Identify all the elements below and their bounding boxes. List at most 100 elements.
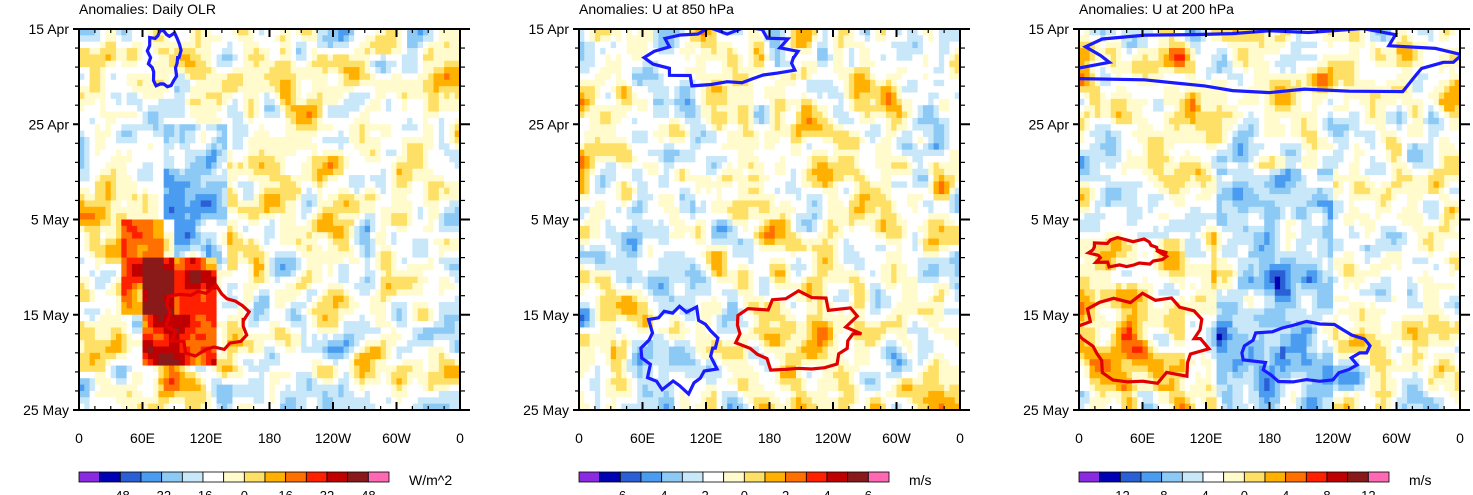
field-cell	[116, 295, 122, 303]
field-cell	[100, 390, 107, 398]
field-cell	[142, 289, 149, 297]
field-cell	[605, 35, 612, 43]
field-cell	[110, 206, 117, 214]
field-cell	[327, 390, 334, 398]
field-cell	[110, 181, 117, 189]
field-cell	[295, 232, 302, 240]
field-cell	[301, 327, 308, 335]
field-cell	[438, 73, 445, 81]
field-cell	[100, 156, 107, 163]
field-cell	[428, 117, 435, 125]
field-cell	[89, 187, 96, 195]
field-cell	[428, 314, 435, 322]
field-cell	[422, 289, 429, 297]
field-cell	[184, 41, 191, 49]
field-cell	[89, 175, 96, 182]
field-cell	[338, 263, 345, 271]
field-cell	[153, 251, 159, 259]
colorbar-swatch	[140, 471, 163, 483]
field-cell	[137, 257, 144, 265]
field-cell	[174, 384, 181, 392]
field-cell	[433, 194, 440, 202]
field-cell	[195, 257, 202, 265]
field-cell	[100, 67, 107, 75]
field-cell	[274, 181, 281, 189]
field-cell	[258, 54, 265, 62]
field-cell	[94, 403, 101, 410]
field-cell	[391, 359, 398, 367]
field-cell	[269, 384, 276, 392]
field-cell	[94, 302, 101, 309]
field-cell	[594, 54, 601, 62]
field-cell	[221, 359, 228, 367]
field-cell	[311, 48, 318, 55]
field-cell	[359, 98, 366, 106]
field-cell	[364, 73, 371, 81]
field-cell	[269, 289, 276, 297]
field-cell	[248, 67, 255, 75]
field-cell	[110, 168, 117, 176]
field-cell	[290, 270, 297, 278]
field-cell	[370, 111, 376, 119]
x-tick-label: 120E	[190, 430, 223, 446]
field-cell	[333, 359, 339, 367]
field-cell	[433, 225, 440, 233]
field-cell	[253, 111, 260, 119]
field-cell	[105, 308, 112, 316]
field-cell	[385, 149, 392, 157]
field-cell	[243, 143, 249, 151]
field-cell	[380, 384, 387, 392]
field-cell	[454, 130, 460, 138]
field-cell	[444, 206, 451, 214]
field-cell	[412, 276, 419, 284]
field-cell	[243, 175, 249, 182]
field-cell	[870, 41, 876, 49]
field-cell	[190, 340, 197, 348]
field-cell	[126, 79, 133, 87]
field-cell	[290, 41, 297, 49]
field-cell	[444, 54, 451, 62]
field-cell	[184, 86, 191, 94]
field-cell	[322, 365, 329, 373]
field-cell	[364, 187, 371, 195]
field-cell	[179, 200, 186, 208]
field-cell	[195, 79, 202, 87]
field-cell	[280, 276, 286, 284]
field-cell	[84, 105, 91, 113]
field-cell	[290, 289, 297, 297]
field-cell	[153, 130, 159, 138]
field-cell	[348, 117, 355, 125]
field-cell	[126, 86, 133, 94]
field-cell	[190, 263, 197, 271]
field-cell	[100, 92, 107, 100]
field-cell	[428, 92, 435, 100]
field-cell	[200, 187, 207, 195]
field-cell	[391, 378, 398, 386]
field-cell	[237, 73, 244, 81]
field-cell	[412, 225, 419, 233]
field-cell	[237, 314, 244, 322]
field-cell	[227, 384, 234, 392]
field-cell	[380, 225, 387, 233]
field-cell	[232, 314, 239, 322]
field-cell	[89, 308, 96, 316]
field-cell	[642, 35, 649, 43]
field-cell	[174, 251, 181, 259]
field-cell	[184, 251, 191, 259]
field-cell	[359, 181, 366, 189]
field-cell	[396, 283, 403, 290]
field-cell	[444, 73, 451, 81]
field-cell	[616, 29, 622, 36]
field-cell	[211, 149, 218, 157]
field-cell	[322, 327, 329, 335]
field-cell	[264, 340, 271, 348]
field-cell	[163, 67, 170, 75]
field-cell	[333, 79, 339, 87]
field-cell	[311, 92, 318, 100]
field-cell	[79, 327, 85, 335]
field-cell	[269, 181, 276, 189]
field-cell	[885, 41, 892, 49]
field-cell	[100, 149, 107, 157]
field-cell	[589, 54, 596, 62]
field-cell	[375, 54, 382, 62]
